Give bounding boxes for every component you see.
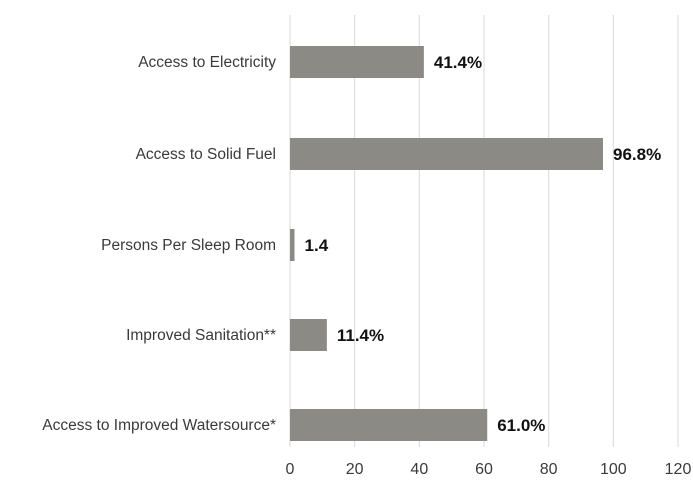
category-label: Access to Improved Watersource* bbox=[42, 417, 276, 434]
data-label: 1.4 bbox=[305, 236, 329, 255]
x-tick-label: 100 bbox=[600, 461, 627, 478]
x-axis-tick-labels: 0 20 40 60 80 100 120 bbox=[286, 461, 692, 478]
x-tick-label: 20 bbox=[346, 461, 364, 478]
gridlines bbox=[289, 15, 679, 447]
category-label: Access to Solid Fuel bbox=[136, 146, 276, 163]
bar bbox=[290, 229, 295, 261]
x-tick-label: 60 bbox=[475, 461, 493, 478]
x-tick-label: 120 bbox=[665, 461, 692, 478]
category-label: Persons Per Sleep Room bbox=[101, 237, 276, 254]
data-label: 11.4% bbox=[337, 326, 384, 345]
data-labels: 41.4% 96.8% 1.4 11.4% 61.0% bbox=[305, 53, 662, 435]
data-label: 41.4% bbox=[434, 53, 482, 72]
bars bbox=[290, 46, 603, 441]
data-label: 61.0% bbox=[497, 416, 545, 435]
bar bbox=[290, 46, 424, 78]
category-labels: Access to Electricity Access to Solid Fue… bbox=[42, 54, 276, 434]
bar bbox=[290, 319, 327, 351]
x-tick-label: 40 bbox=[410, 461, 428, 478]
x-tick-label: 80 bbox=[540, 461, 558, 478]
bar bbox=[290, 409, 488, 441]
bar bbox=[290, 138, 603, 170]
category-label: Access to Electricity bbox=[138, 54, 276, 71]
data-label: 96.8% bbox=[613, 145, 661, 164]
x-tick-label: 0 bbox=[286, 461, 295, 478]
category-label: Improved Sanitation** bbox=[126, 327, 276, 344]
